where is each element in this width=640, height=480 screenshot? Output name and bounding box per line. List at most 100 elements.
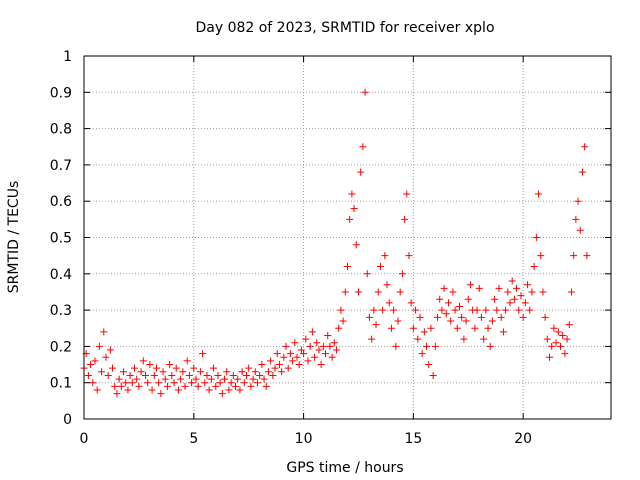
data-point	[124, 386, 132, 394]
data-point	[289, 357, 297, 365]
data-point	[559, 332, 567, 340]
data-point	[102, 353, 110, 361]
data-point	[480, 335, 488, 343]
data-point	[519, 313, 527, 321]
data-point	[144, 379, 152, 387]
data-point	[346, 215, 354, 223]
data-point	[137, 368, 145, 376]
data-point	[583, 252, 591, 260]
data-point	[256, 371, 264, 379]
data-point	[227, 379, 235, 387]
data-point	[262, 382, 270, 390]
data-point	[341, 288, 349, 296]
data-point	[405, 252, 413, 260]
data-point	[275, 361, 283, 369]
y-tick-label: 0	[63, 412, 72, 428]
data-point	[201, 379, 209, 387]
data-point	[87, 361, 95, 369]
data-point	[264, 368, 272, 376]
x-tick-label: 0	[80, 431, 89, 447]
data-point	[453, 324, 461, 332]
data-point	[120, 368, 128, 376]
data-point	[374, 288, 382, 296]
data-point	[174, 386, 182, 394]
data-point	[530, 263, 538, 271]
data-point	[240, 379, 248, 387]
data-point	[251, 368, 259, 376]
data-point	[280, 353, 288, 361]
data-point	[225, 386, 233, 394]
y-tick-label: 0.1	[50, 376, 72, 392]
data-point	[528, 288, 536, 296]
points-layer	[80, 88, 591, 398]
data-point	[526, 306, 534, 314]
y-tick-label: 0.3	[50, 303, 72, 319]
data-point	[431, 342, 439, 350]
data-point	[128, 379, 136, 387]
tick-layer	[83, 55, 611, 420]
data-point	[548, 342, 556, 350]
data-point	[344, 263, 351, 271]
data-point	[502, 306, 510, 314]
data-point	[572, 215, 580, 223]
data-point	[306, 342, 314, 350]
data-point	[271, 364, 279, 372]
y-tick-label: 0.5	[50, 231, 72, 247]
data-point	[335, 324, 343, 332]
data-point	[462, 317, 470, 325]
data-point	[488, 317, 496, 325]
x-tick-label: 20	[514, 431, 532, 447]
data-point	[214, 371, 222, 379]
data-point	[513, 284, 521, 292]
data-point	[396, 288, 404, 296]
data-point	[508, 277, 516, 285]
data-point	[497, 313, 505, 321]
data-point	[269, 371, 277, 379]
data-point	[179, 368, 187, 376]
data-point	[460, 335, 468, 343]
data-point	[93, 386, 101, 394]
data-point	[482, 306, 490, 314]
data-point	[297, 346, 305, 354]
y-tick-label: 0.2	[50, 339, 72, 355]
data-point	[170, 379, 178, 387]
data-point	[477, 313, 485, 321]
data-point	[495, 284, 503, 292]
data-point	[550, 324, 558, 332]
data-point	[541, 313, 549, 321]
grid-layer	[84, 56, 611, 419]
data-point	[190, 364, 198, 372]
data-point	[192, 375, 200, 383]
data-point	[436, 295, 444, 303]
data-point	[464, 295, 472, 303]
data-point	[333, 346, 341, 354]
data-point	[414, 335, 422, 343]
data-point	[172, 364, 180, 372]
data-point	[372, 321, 380, 329]
data-point	[552, 339, 560, 347]
y-tick-label: 0.8	[50, 122, 72, 138]
data-point	[109, 364, 117, 372]
data-point	[517, 292, 525, 300]
data-point	[328, 353, 336, 361]
data-point	[565, 321, 573, 329]
data-point	[84, 371, 92, 379]
y-tick-labels: 0 0.1 0.2 0.3 0.4 0.5 0.6 0.7 0.8 0.9 1	[50, 49, 72, 428]
data-point	[223, 368, 231, 376]
data-point	[563, 335, 571, 343]
data-point	[91, 357, 99, 365]
y-axis-label: SRMTID / TECUs	[6, 181, 22, 294]
data-point	[205, 386, 213, 394]
data-point	[236, 386, 244, 394]
data-point	[576, 226, 584, 234]
data-point	[493, 306, 501, 314]
data-point	[416, 313, 424, 321]
data-point	[232, 382, 240, 390]
data-point	[442, 310, 450, 318]
data-point	[363, 270, 371, 278]
data-point	[319, 342, 327, 350]
data-point	[539, 288, 547, 296]
data-point	[234, 375, 242, 383]
data-point	[535, 190, 543, 198]
data-point	[212, 382, 220, 390]
